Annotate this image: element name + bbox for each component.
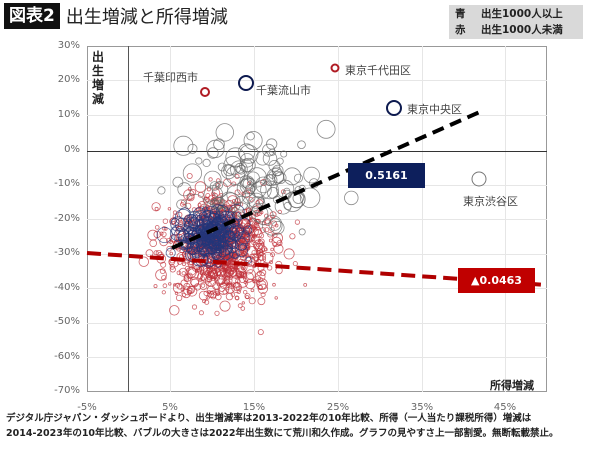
point-chiyoda xyxy=(330,63,340,73)
legend-item-blue: 青 出生1000人以上 xyxy=(449,6,583,22)
label-chuo: 東京中央区 xyxy=(407,103,462,116)
legend-key: 赤 xyxy=(455,24,466,36)
y-tick: -50% xyxy=(54,316,80,327)
y-tick: -40% xyxy=(54,282,80,293)
x-tick: 15% xyxy=(242,402,266,413)
figure-label: 図表2 xyxy=(4,3,60,29)
blue-trend-line xyxy=(171,109,483,250)
x-axis-label: 所得増減 xyxy=(490,379,534,392)
x-tick: -5% xyxy=(77,402,97,413)
y-tick: -10% xyxy=(54,178,80,189)
y-tick: -70% xyxy=(54,385,80,396)
chart-title-bar: 図表2 出生増減と所得増減 xyxy=(4,2,228,30)
legend: 青 出生1000人以上 赤 出生1000人未満 xyxy=(449,5,583,39)
label-nagareyama: 千葉流山市 xyxy=(256,84,311,97)
source-note-line2: 2014-2023年の10年比較、バブルの大きさは2022年出生数にて荒川和久作… xyxy=(6,428,559,439)
legend-label: 出生1000人以上 xyxy=(481,8,563,20)
y-tick: 10% xyxy=(57,109,80,120)
y-axis-label: 出生増減 xyxy=(92,50,105,106)
gridlines xyxy=(87,46,547,392)
point-chuo xyxy=(386,100,402,116)
point-shibuya xyxy=(471,171,487,187)
point-inzai xyxy=(200,87,210,97)
red-slope-label: ▲0.0463 xyxy=(458,268,535,293)
bubbles xyxy=(138,119,373,336)
y-tick: -60% xyxy=(54,351,80,362)
y-tick: 0% xyxy=(64,144,80,155)
label-inzai: 千葉印西市 xyxy=(143,71,198,84)
source-note: デジタル庁ジャパン・ダッシュボードより、出生増減率は2013-2022年の10年… xyxy=(6,411,600,441)
x-tick: 25% xyxy=(326,402,350,413)
blue-slope-label: 0.5161 xyxy=(348,163,425,188)
legend-label: 出生1000人未満 xyxy=(481,24,563,36)
x-tick: 45% xyxy=(493,402,517,413)
label-chiyoda: 東京千代田区 xyxy=(345,64,411,77)
y-tick: -30% xyxy=(54,247,80,258)
x-tick: 35% xyxy=(410,402,434,413)
point-nagareyama xyxy=(238,75,254,91)
x-tick: 5% xyxy=(162,402,178,413)
label-shibuya: 東京渋谷区 xyxy=(463,195,518,208)
chart-title: 出生増減と所得増減 xyxy=(65,7,228,28)
source-note-line1: デジタル庁ジャパン・ダッシュボードより、出生増減率は2013-2022年の10年… xyxy=(6,413,532,424)
legend-item-red: 赤 出生1000人未満 xyxy=(449,22,583,38)
legend-key: 青 xyxy=(455,8,466,20)
y-tick: 20% xyxy=(57,74,80,85)
y-tick: 30% xyxy=(57,40,80,51)
y-tick: -20% xyxy=(54,213,80,224)
